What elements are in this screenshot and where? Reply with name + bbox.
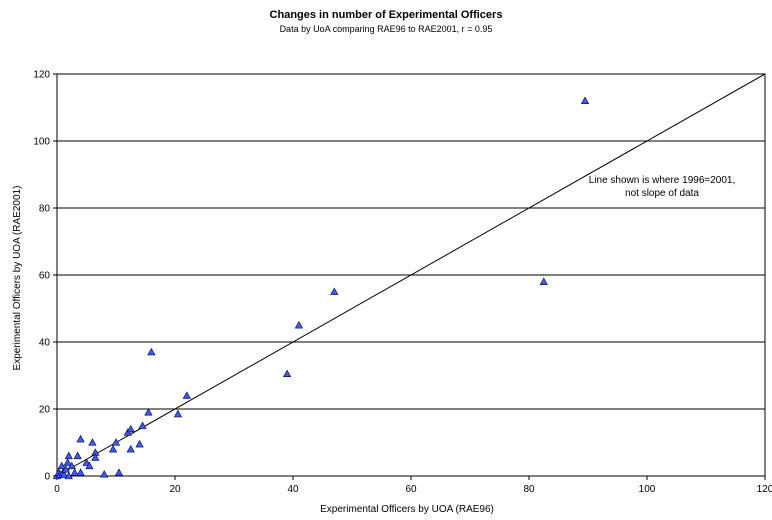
x-tick-label: 40 [287, 484, 299, 495]
data-point [126, 424, 135, 433]
data-point [73, 451, 82, 460]
x-tick-label: 20 [169, 484, 181, 495]
data-point [173, 409, 183, 418]
y-axis-ticks: 0 20 40 60 80 100 120 [33, 70, 57, 483]
data-point [135, 439, 144, 448]
x-tick-label: 60 [405, 484, 417, 495]
y-tick-label: 0 [44, 472, 50, 483]
data-point [63, 458, 72, 466]
data-point [76, 434, 85, 443]
annotation-line: Line shown is where 1996=2001, [589, 175, 736, 186]
x-axis-ticks: 0 20 40 60 80 100 120 [54, 476, 772, 495]
annotation-line: not slope of data [625, 188, 699, 199]
y-tick-label: 60 [39, 271, 51, 282]
data-point [59, 470, 69, 479]
data-point [539, 277, 548, 285]
data-point [108, 444, 118, 453]
y-axis-label: Experimental Officers by UOA (RAE2001) [12, 186, 23, 371]
data-point [85, 461, 94, 470]
data-point [64, 471, 73, 480]
data-point [126, 444, 135, 453]
y-tick-label: 80 [39, 204, 51, 215]
data-point [294, 321, 304, 329]
y-tick-label: 100 [33, 137, 50, 148]
data-points [52, 96, 590, 480]
x-axis-label: Experimental Officers by UOA (RAE96) [320, 504, 494, 515]
data-point [182, 391, 191, 399]
data-point [330, 287, 339, 295]
data-point [138, 421, 147, 429]
data-point [91, 453, 100, 461]
x-tick-label: 120 [757, 484, 772, 495]
data-point [111, 438, 121, 446]
data-point [114, 468, 124, 476]
x-tick-label: 80 [523, 484, 535, 495]
data-point [57, 461, 66, 470]
data-point [76, 468, 85, 476]
data-point [67, 461, 76, 470]
data-point [144, 408, 153, 416]
reference-line [56, 73, 766, 477]
data-point [70, 468, 79, 476]
data-point [64, 451, 73, 460]
x-tick-label: 100 [639, 484, 656, 495]
y-tick-label: 40 [39, 338, 51, 349]
data-point [100, 470, 109, 478]
y-tick-label: 120 [33, 70, 50, 81]
data-point [88, 438, 97, 446]
data-point [580, 96, 590, 104]
x-tick-label: 0 [54, 484, 60, 495]
data-point [147, 347, 156, 356]
chart-title: Changes in number of Experimental Office… [269, 9, 503, 21]
data-point [282, 369, 292, 378]
data-point [61, 465, 70, 473]
annotation: Line shown is where 1996=2001, not slope … [589, 175, 736, 199]
gridlines [57, 73, 765, 410]
chart-subtitle: Data by UoA comparing RAE96 to RAE2001, … [279, 24, 493, 34]
y-tick-label: 20 [39, 405, 51, 416]
